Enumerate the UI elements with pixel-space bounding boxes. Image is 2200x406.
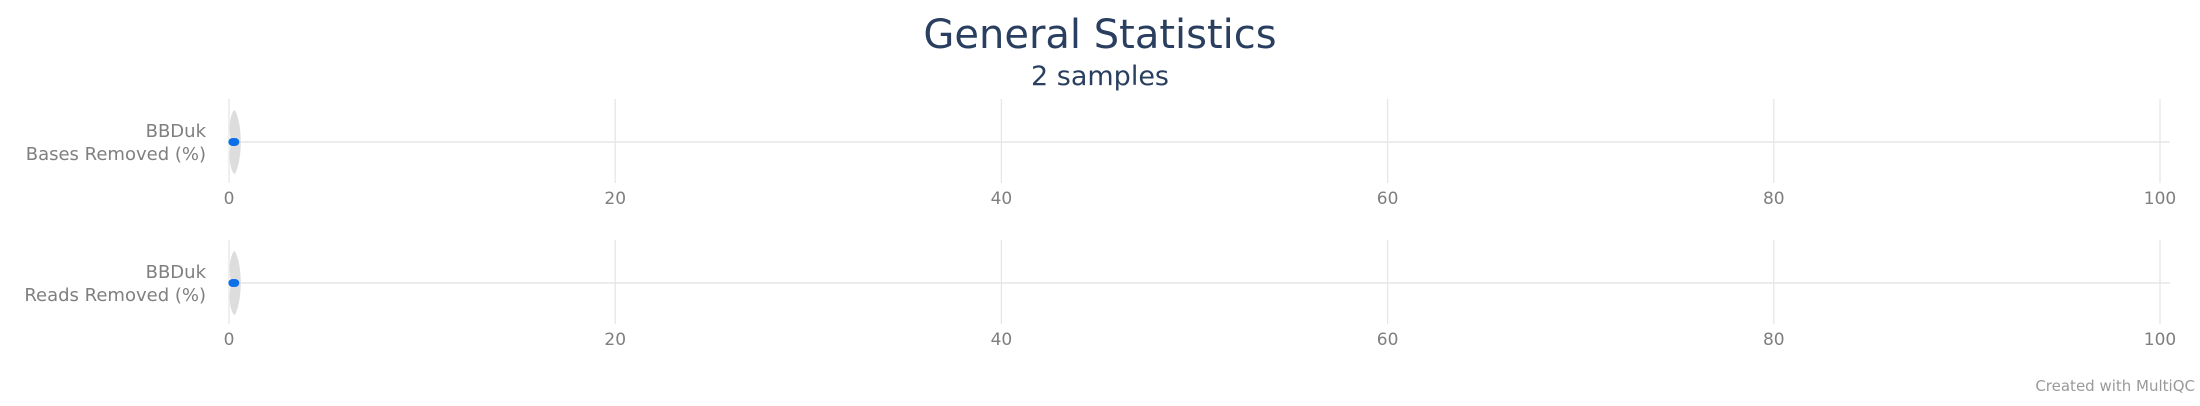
x-tick-label: 100: [2144, 330, 2176, 350]
x-tick-label: 20: [604, 189, 626, 209]
x-tick-label: 0: [224, 189, 235, 209]
x-tick-label: 40: [991, 330, 1013, 350]
credit-text: Created with MultiQC: [2035, 377, 2195, 395]
x-tick-label: 40: [991, 189, 1013, 209]
row-gridlines: [228, 240, 2170, 324]
x-tick-label: 20: [604, 330, 626, 350]
sample-point[interactable]: [230, 279, 240, 287]
x-tick-label: 100: [2144, 189, 2176, 209]
x-tick-labels: 0 20 40 60 80 100: [224, 189, 2177, 209]
violin-marks: [228, 251, 241, 315]
row-label-line1: BBDuk: [146, 262, 207, 283]
x-tick-label: 80: [1763, 330, 1785, 350]
row-label-line2: Bases Removed (%): [26, 144, 206, 165]
chart-subtitle: 2 samples: [1031, 61, 1169, 92]
row-label-line1: BBDuk: [146, 121, 207, 142]
violin-row-bases-removed: BBDuk Bases Removed (%) 0 20 40 60 80 100: [26, 99, 2177, 209]
x-tick-label: 80: [1763, 189, 1785, 209]
x-tick-labels: 0 20 40 60 80 100: [224, 330, 2177, 350]
sample-point[interactable]: [230, 138, 240, 146]
violin-row-reads-removed: BBDuk Reads Removed (%) 0 20 40 60 80 100: [24, 240, 2176, 350]
row-label-line2: Reads Removed (%): [24, 285, 206, 306]
violin-marks: [228, 110, 241, 174]
chart-title: General Statistics: [923, 12, 1276, 58]
x-tick-label: 60: [1377, 330, 1399, 350]
x-tick-label: 60: [1377, 189, 1399, 209]
x-tick-label: 0: [224, 330, 235, 350]
row-gridlines: [228, 99, 2170, 183]
